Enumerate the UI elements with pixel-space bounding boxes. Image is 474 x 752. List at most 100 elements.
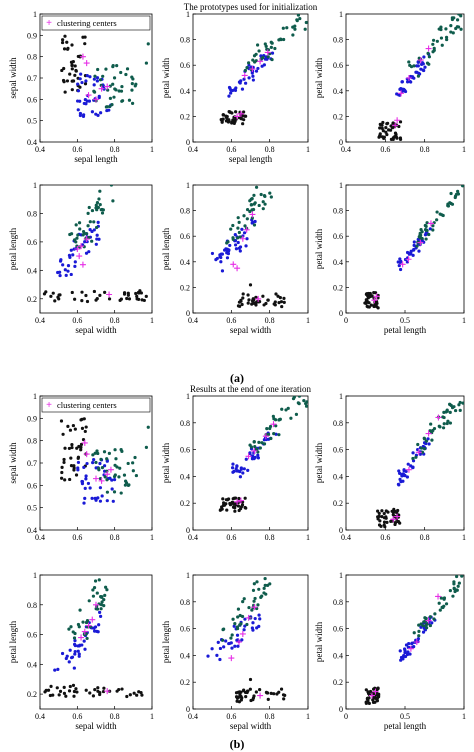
data-point: [228, 243, 232, 248]
data-point: [99, 457, 103, 461]
data-point: [298, 16, 302, 21]
data-point: [393, 522, 397, 527]
data-point: [261, 294, 265, 298]
data-point: [61, 432, 65, 436]
data-point: [417, 623, 421, 627]
data-point: [224, 119, 229, 123]
data-point: [431, 42, 435, 46]
cluster-center: [245, 453, 252, 460]
data-point: [304, 404, 308, 408]
data-point: [102, 686, 106, 690]
data-point: [58, 273, 62, 278]
legend-box: [41, 15, 151, 31]
data-point: [251, 698, 255, 702]
y-tick-label: 0.2: [180, 678, 190, 687]
x-tick-label: 1: [150, 533, 154, 542]
data-point: [236, 504, 241, 508]
data-point: [102, 598, 106, 602]
data-point: [215, 653, 219, 657]
data-point: [53, 668, 57, 672]
x-tick-label: 1: [462, 712, 466, 721]
data-point: [79, 445, 83, 449]
data-point: [68, 684, 72, 689]
data-point: [90, 496, 94, 500]
data-point: [277, 433, 281, 437]
data-point: [233, 622, 237, 626]
data-point: [419, 622, 423, 626]
data-point: [102, 469, 107, 473]
x-tick-label: 0.4: [188, 712, 198, 721]
data-point: [304, 401, 308, 406]
data-point: [83, 240, 87, 244]
data-point: [118, 298, 122, 302]
cluster-center: [85, 622, 92, 629]
data-point: [90, 110, 94, 114]
data-point: [118, 466, 122, 470]
data-point: [93, 74, 97, 78]
data-point: [92, 77, 96, 81]
y-tick-label: 1: [339, 181, 343, 190]
data-point: [228, 86, 232, 90]
data-point: [269, 436, 273, 441]
data-point: [95, 76, 100, 80]
cluster-center: [239, 630, 246, 637]
data-point: [63, 446, 67, 450]
data-point: [440, 43, 444, 47]
y-tick-label: 1: [186, 392, 190, 401]
data-point: [380, 509, 384, 513]
data-point: [248, 687, 252, 691]
data-point: [87, 599, 91, 603]
data-point: [95, 607, 100, 611]
data-point: [79, 72, 83, 76]
data-point: [71, 253, 75, 257]
data-point: [251, 74, 255, 78]
data-point: [80, 299, 84, 303]
data-point: [281, 693, 286, 697]
data-point: [375, 699, 380, 703]
data-point: [429, 422, 433, 426]
data-point: [378, 132, 382, 136]
data-point: [405, 250, 410, 255]
data-point: [62, 457, 66, 462]
cluster-center: [249, 211, 256, 218]
data-point: [93, 579, 98, 583]
x-tick-label: 1: [150, 316, 154, 325]
data-point: [103, 475, 107, 479]
plot-frame: [39, 574, 153, 710]
data-point: [397, 483, 401, 487]
data-point: [240, 696, 244, 700]
data-point: [70, 290, 74, 295]
panel-a-caption: (a): [230, 371, 244, 385]
data-point: [279, 300, 284, 304]
data-point: [456, 189, 460, 193]
data-point: [134, 291, 138, 296]
y-axis-label: petal length: [161, 620, 171, 663]
data-point: [448, 403, 452, 407]
data-point: [68, 477, 72, 482]
data-point: [120, 99, 125, 103]
data-point: [247, 63, 251, 67]
data-point: [65, 79, 70, 83]
data-point: [293, 27, 297, 31]
data-point: [239, 622, 243, 626]
data-point: [241, 471, 245, 475]
data-point: [218, 657, 222, 662]
cluster-center: [405, 466, 412, 473]
data-point: [71, 423, 75, 428]
data-point: [251, 628, 255, 632]
data-point: [244, 695, 248, 699]
data-point: [388, 128, 393, 132]
data-point: [252, 193, 256, 197]
y-tick-label: 1: [339, 10, 343, 19]
data-point: [238, 475, 243, 479]
data-point: [132, 691, 136, 695]
data-point: [461, 185, 464, 188]
data-point: [409, 249, 413, 253]
plot-frame: [192, 574, 309, 710]
data-point: [273, 46, 277, 51]
x-axis-label: sepal width: [230, 721, 272, 731]
data-point: [254, 295, 258, 299]
y-tick-label: 0.2: [333, 499, 343, 508]
data-point: [227, 109, 231, 114]
data-point: [433, 612, 437, 616]
